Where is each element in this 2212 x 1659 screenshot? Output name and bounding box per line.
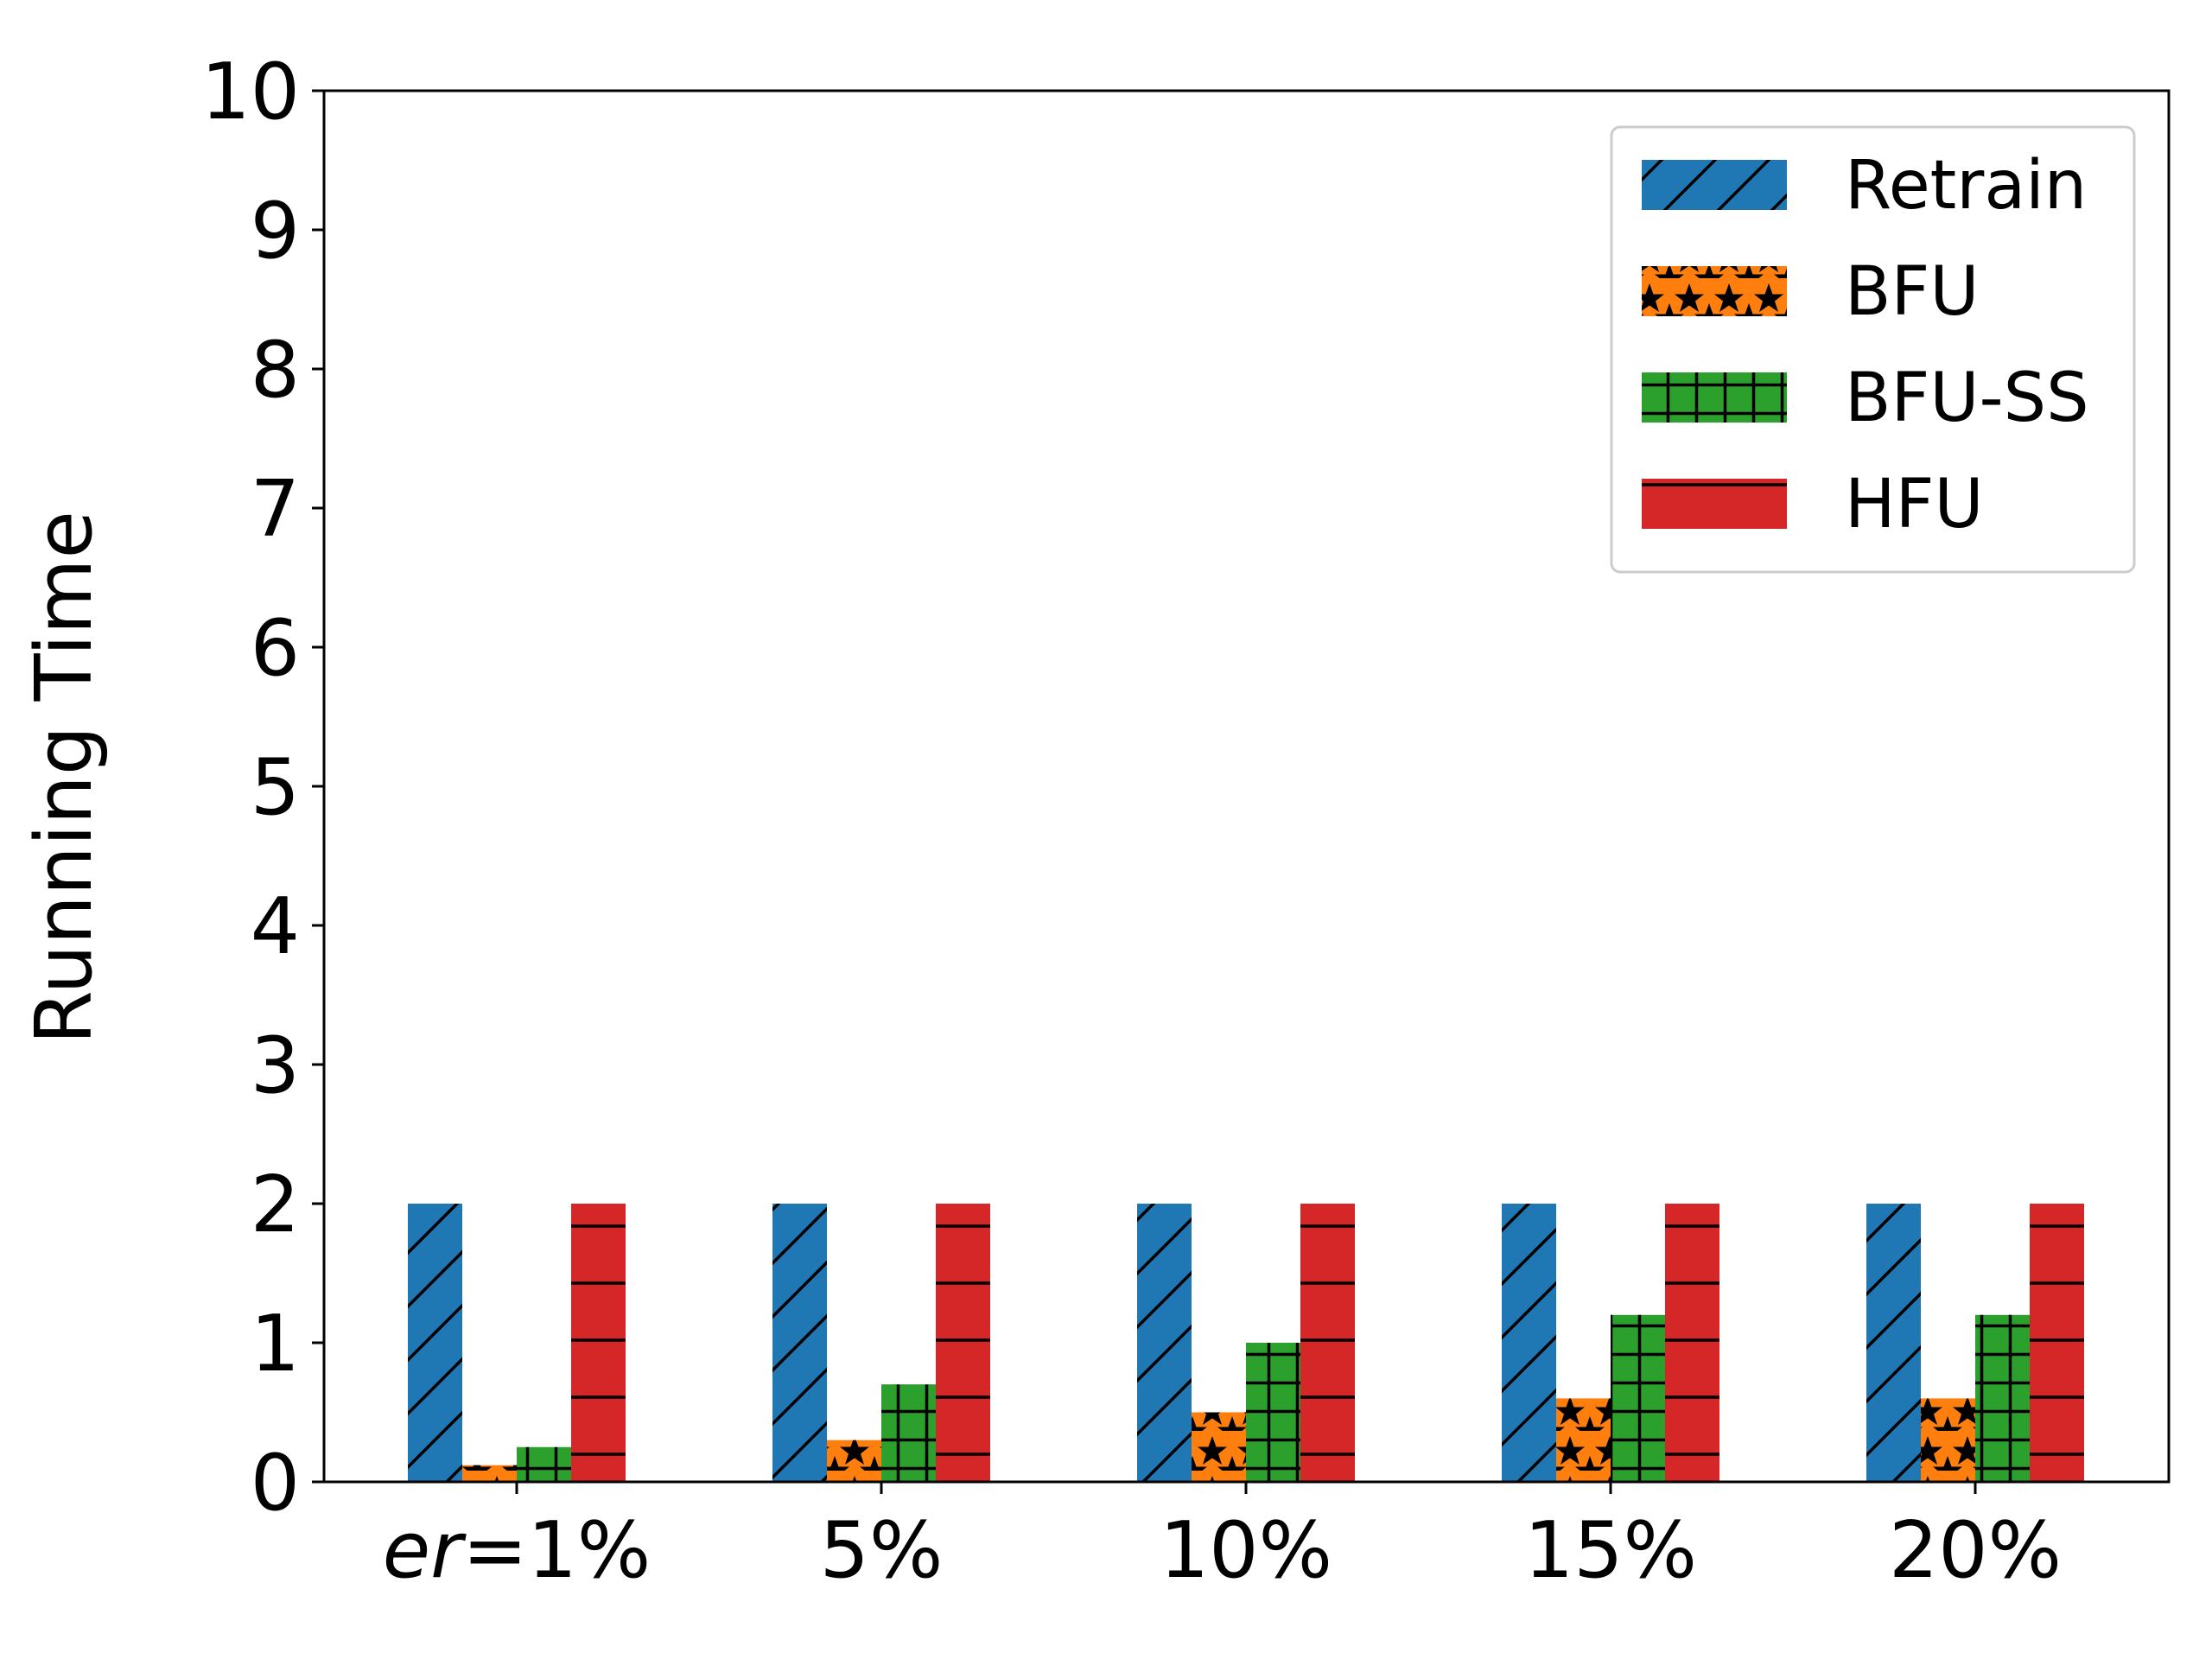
y-tick-label: 7 — [251, 464, 300, 555]
y-tick-label: 6 — [251, 603, 300, 694]
y-tick-label: 9 — [251, 186, 300, 276]
bar-hatch-retrain-2 — [1137, 1204, 1192, 1482]
y-axis-label: Running Time — [19, 511, 110, 1045]
y-tick-label: 8 — [251, 325, 300, 416]
plot-area — [408, 1204, 2084, 1482]
bar-hatch-bfu-0 — [462, 1465, 517, 1482]
bar-hatch-bfu-1 — [827, 1440, 881, 1482]
x-axis: er=1% 5% 10% 15% 20% — [383, 1482, 2062, 1596]
x-tick-label: 5% — [820, 1505, 944, 1596]
bar-hatch-bfu-4 — [1921, 1398, 1975, 1482]
bar-hatch-bfu-ss-3 — [1611, 1315, 1665, 1482]
y-tick-label: 1 — [251, 1299, 300, 1389]
x-tick-label-italic: er — [383, 1505, 467, 1596]
x-tick-label-text: 15% — [1524, 1505, 1697, 1596]
y-tick-label: 4 — [251, 881, 300, 972]
legend-label-bfu: BFU — [1845, 253, 1979, 331]
y-tick-label: 10 — [200, 47, 300, 137]
legend-swatch-hatch-hfu — [1642, 479, 1787, 529]
x-tick-label-text: =1% — [462, 1505, 651, 1596]
x-tick-label: er=1% — [383, 1505, 652, 1596]
bar-hatch-hfu-0 — [571, 1204, 626, 1482]
x-tick-label-text: 10% — [1160, 1505, 1332, 1596]
bar-hatch-bfu-ss-0 — [517, 1447, 571, 1482]
bar-hatch-hfu-1 — [936, 1204, 990, 1482]
y-tick-label: 0 — [251, 1438, 300, 1529]
bar-hatch-hfu-4 — [2030, 1204, 2084, 1482]
bar-hatch-bfu-ss-1 — [881, 1384, 936, 1482]
legend-label-hfu: HFU — [1845, 466, 1984, 543]
y-tick-label: 5 — [251, 742, 300, 833]
y-tick-label: 2 — [251, 1160, 300, 1250]
bar-hatch-retrain-4 — [1866, 1204, 1921, 1482]
x-tick-label: 15% — [1524, 1505, 1697, 1596]
legend-swatch-hatch-bfu-ss — [1642, 372, 1787, 423]
legend-swatch-hatch-bfu — [1642, 266, 1787, 316]
bar-hatch-hfu-3 — [1665, 1204, 1719, 1482]
bar-hatch-retrain-3 — [1502, 1204, 1556, 1482]
x-tick-label-text: 20% — [1889, 1505, 2062, 1596]
bar-hatch-bfu-ss-4 — [1975, 1315, 2030, 1482]
bar-hatch-bfu-2 — [1192, 1413, 1246, 1483]
x-tick-label: 20% — [1889, 1505, 2062, 1596]
bar-hatch-hfu-2 — [1300, 1204, 1355, 1482]
legend-swatch-hatch-retrain — [1642, 160, 1787, 210]
x-tick-label-text: 5% — [820, 1505, 944, 1596]
bar-hatch-bfu-ss-2 — [1246, 1343, 1300, 1482]
bar-hatch-retrain-0 — [408, 1204, 462, 1482]
x-tick-label: 10% — [1160, 1505, 1332, 1596]
legend: Retrain BFU BFU-SS HFU — [1611, 127, 2134, 572]
legend-label-retrain: Retrain — [1845, 147, 2087, 225]
bar-hatch-retrain-1 — [772, 1204, 827, 1482]
y-tick-label: 3 — [251, 1020, 300, 1111]
y-axis: 0 1 2 3 4 5 6 7 8 9 10 — [200, 47, 324, 1529]
bar-hatch-bfu-3 — [1556, 1398, 1611, 1482]
legend-label-bfu-ss: BFU-SS — [1845, 359, 2089, 437]
